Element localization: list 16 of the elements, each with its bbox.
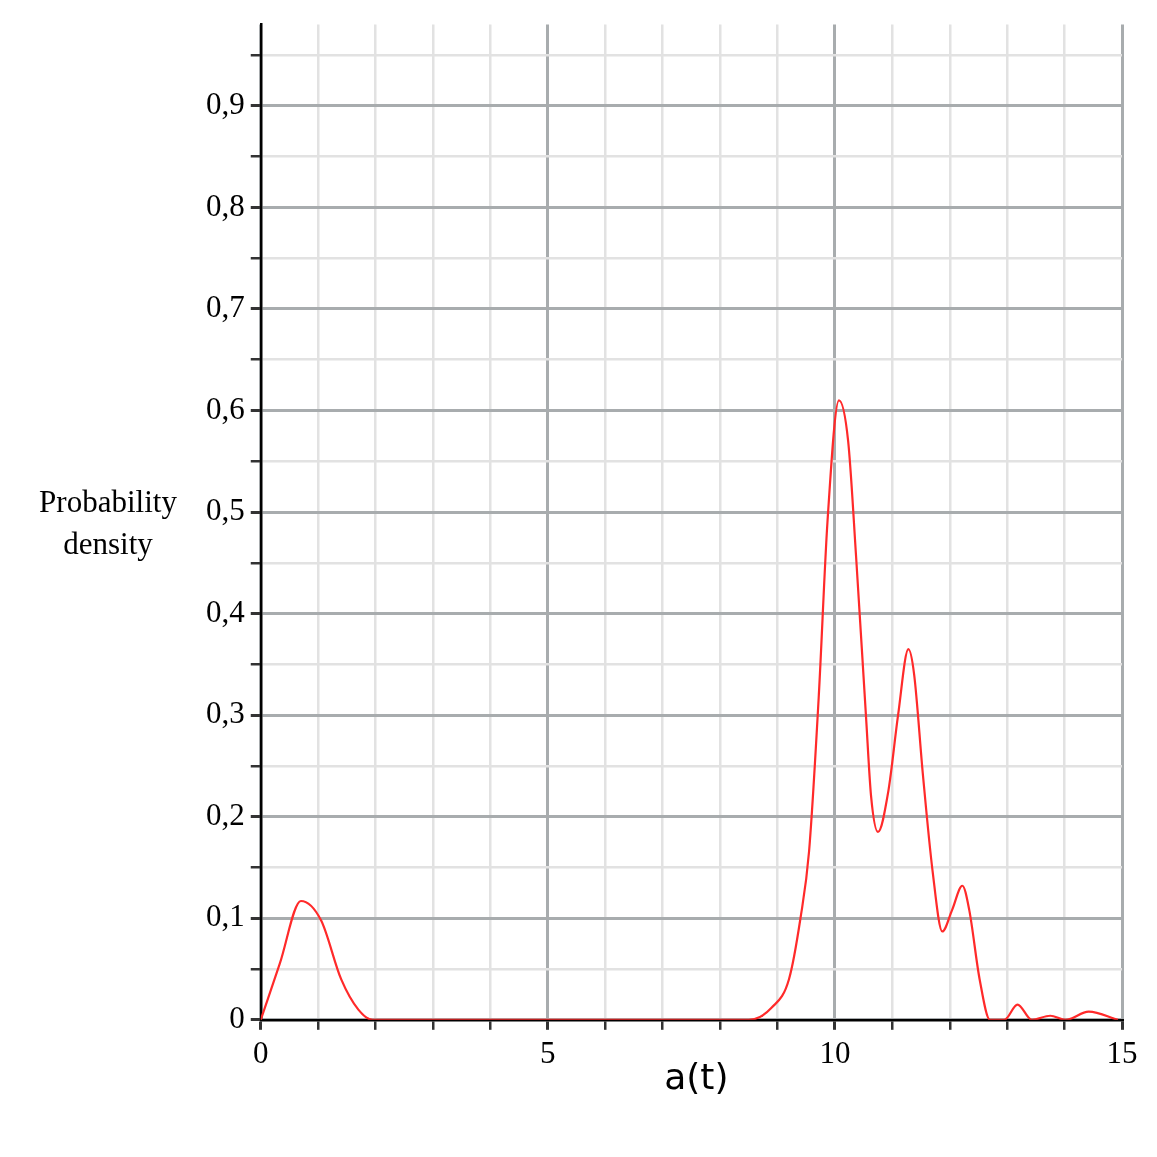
y-axis-title: Probability density [39,484,178,562]
y-tick-label: 0,8 [206,187,245,223]
y-tick-label: 0,4 [206,593,246,629]
y-tick-label: 0,3 [206,695,245,731]
y-tick-label: 0,6 [206,390,245,426]
x-tick-label: 10 [819,1034,851,1070]
y-tick-label: 0,7 [206,289,245,325]
x-tick-label: 5 [540,1034,556,1070]
y-tick-label: 0,9 [206,85,245,121]
x-axis-title: a(t) [664,1056,729,1098]
x-tick-label: 0 [253,1034,269,1070]
x-tick-label: 15 [1106,1034,1138,1070]
y-tick-label: 0,5 [206,492,245,528]
y-tick-label: 0 [229,999,245,1035]
y-tick-label: 0,2 [206,796,245,832]
y-tick-label: 0,1 [206,898,245,934]
